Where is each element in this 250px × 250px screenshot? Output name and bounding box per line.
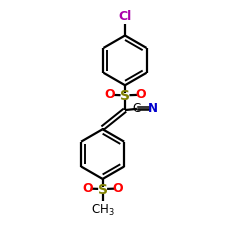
Text: O: O	[104, 88, 115, 101]
Text: Cl: Cl	[118, 10, 132, 23]
Text: O: O	[135, 88, 146, 101]
Text: S: S	[120, 90, 130, 104]
Text: S: S	[98, 183, 108, 197]
Text: CH$_3$: CH$_3$	[91, 203, 114, 218]
Text: O: O	[82, 182, 92, 195]
Text: O: O	[113, 182, 123, 195]
Text: C: C	[132, 102, 140, 115]
Text: N: N	[148, 102, 158, 115]
